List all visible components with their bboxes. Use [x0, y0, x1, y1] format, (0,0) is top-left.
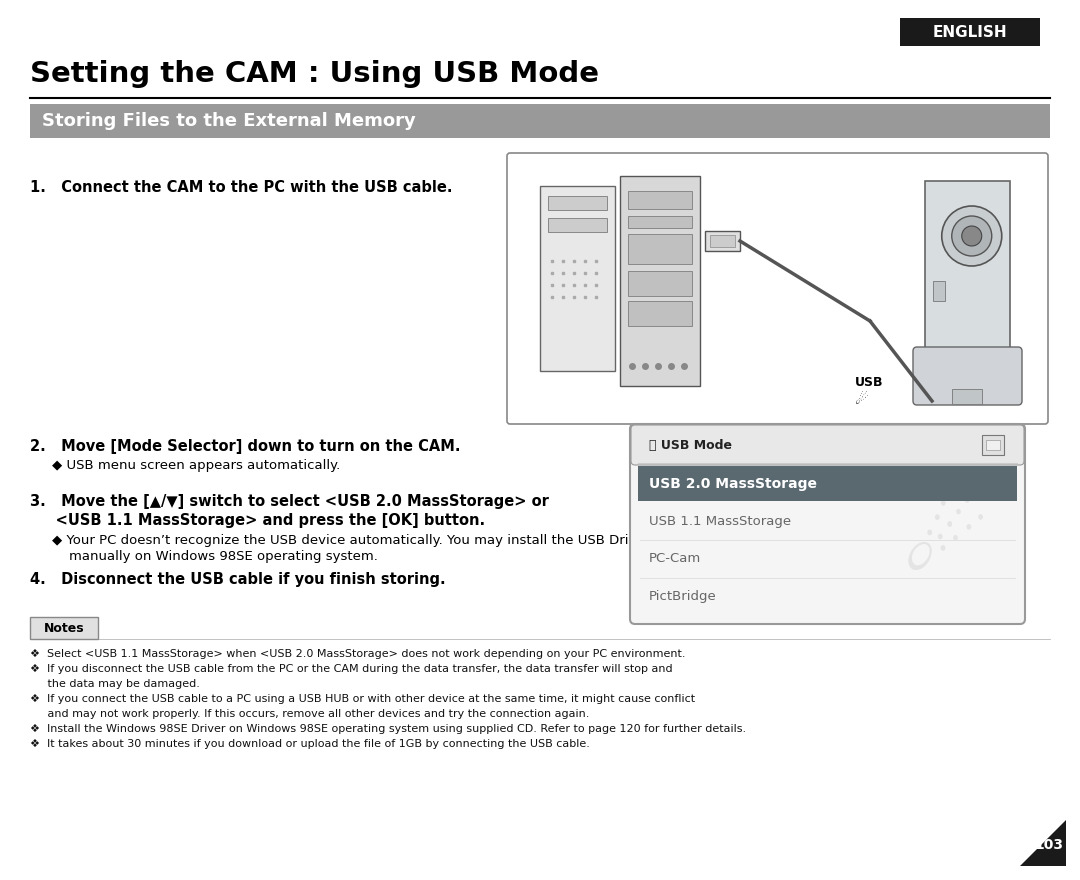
Bar: [540, 186, 615, 371]
Text: ☄: ☄: [855, 392, 868, 407]
FancyBboxPatch shape: [630, 424, 1025, 624]
Text: USB 2.0 MassStorage: USB 2.0 MassStorage: [649, 477, 816, 491]
Text: ❖  Select <USB 1.1 MassStorage> when <USB 2.0 MassStorage> does not work dependi: ❖ Select <USB 1.1 MassStorage> when <USB…: [30, 649, 686, 659]
Bar: [627, 271, 692, 296]
Circle shape: [962, 226, 982, 246]
Text: ☄: ☄: [902, 497, 988, 590]
Bar: [638, 466, 1017, 502]
Text: 103: 103: [1034, 839, 1063, 853]
Text: 2.   Move [Mode Selector] down to turn on the CAM.: 2. Move [Mode Selector] down to turn on …: [30, 439, 460, 454]
Text: ❖  It takes about 30 minutes if you download or upload the file of 1GB by connec: ❖ It takes about 30 minutes if you downl…: [30, 739, 590, 749]
Bar: [627, 216, 692, 228]
FancyBboxPatch shape: [631, 425, 1024, 465]
Bar: [548, 218, 607, 232]
Text: ENGLISH: ENGLISH: [933, 25, 1008, 40]
FancyBboxPatch shape: [507, 153, 1048, 424]
Bar: [30, 617, 98, 639]
Text: the data may be damaged.: the data may be damaged.: [30, 679, 200, 689]
Bar: [620, 176, 700, 386]
Bar: [986, 440, 1000, 450]
Bar: [30, 104, 1050, 138]
Text: ◆ USB menu screen appears automatically.: ◆ USB menu screen appears automatically.: [52, 459, 340, 472]
Text: Storing Files to the External Memory: Storing Files to the External Memory: [42, 112, 416, 130]
Bar: [900, 18, 1040, 46]
Text: Setting the CAM : Using USB Mode: Setting the CAM : Using USB Mode: [30, 60, 599, 88]
Text: USB: USB: [855, 376, 883, 389]
Bar: [933, 281, 945, 301]
Text: ❖  If you disconnect the USB cable from the PC or the CAM during the data transf: ❖ If you disconnect the USB cable from t…: [30, 664, 673, 674]
Bar: [710, 235, 735, 247]
Text: ⮌ USB Mode: ⮌ USB Mode: [649, 438, 732, 451]
Text: ❖  If you connect the USB cable to a PC using a USB HUB or with other device at : ❖ If you connect the USB cable to a PC u…: [30, 694, 696, 704]
Text: 1.   Connect the CAM to the PC with the USB cable.: 1. Connect the CAM to the PC with the US…: [30, 180, 453, 195]
Text: PictBridge: PictBridge: [649, 590, 717, 603]
Text: Notes: Notes: [43, 621, 84, 634]
Text: <USB 1.1 MassStorage> and press the [OK] button.: <USB 1.1 MassStorage> and press the [OK]…: [30, 513, 485, 528]
Text: and may not work properly. If this occurs, remove all other devices and try the : and may not work properly. If this occur…: [30, 709, 590, 719]
Text: PC-Cam: PC-Cam: [649, 553, 701, 565]
Circle shape: [942, 206, 1002, 266]
Bar: [982, 435, 1004, 455]
Bar: [951, 389, 982, 404]
Bar: [627, 234, 692, 264]
Bar: [705, 231, 740, 251]
Text: manually on Windows 98SE operating system.: manually on Windows 98SE operating syste…: [52, 550, 378, 563]
Text: USB 1.1 MassStorage: USB 1.1 MassStorage: [649, 515, 792, 528]
Text: 3.   Move the [▲/▼] switch to select <USB 2.0 MassStorage> or: 3. Move the [▲/▼] switch to select <USB …: [30, 494, 549, 509]
Circle shape: [951, 216, 991, 256]
Text: ◆ Your PC doesn’t recognize the USB device automatically. You may install the US: ◆ Your PC doesn’t recognize the USB devi…: [52, 534, 650, 547]
Bar: [627, 191, 692, 209]
Text: ❖  Install the Windows 98SE Driver on Windows 98SE operating system using suppli: ❖ Install the Windows 98SE Driver on Win…: [30, 724, 746, 734]
FancyBboxPatch shape: [913, 347, 1022, 405]
Polygon shape: [1020, 820, 1066, 866]
Bar: [627, 301, 692, 326]
Text: 4.   Disconnect the USB cable if you finish storing.: 4. Disconnect the USB cable if you finis…: [30, 572, 446, 587]
Bar: [924, 181, 1010, 356]
Bar: [548, 196, 607, 210]
